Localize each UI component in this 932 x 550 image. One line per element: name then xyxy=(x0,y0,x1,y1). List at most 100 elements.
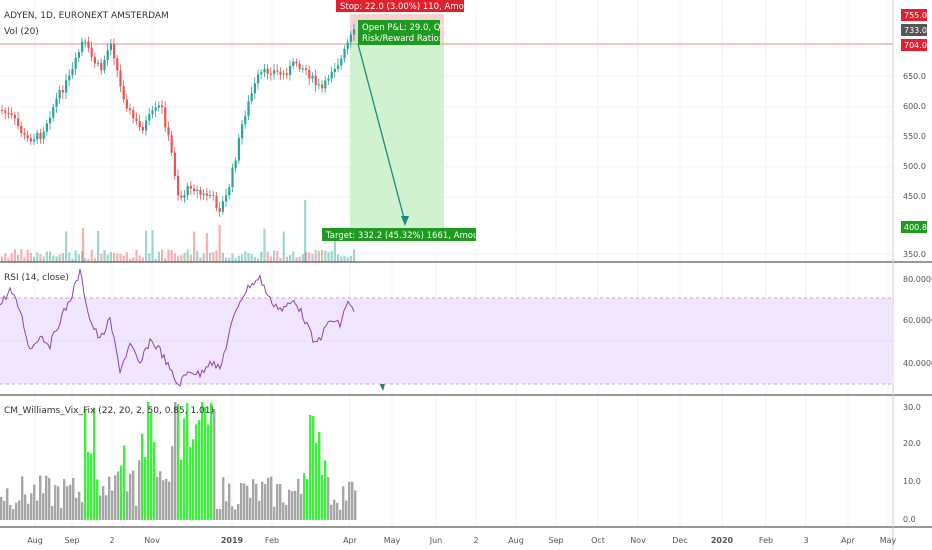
vix-bar xyxy=(336,502,339,520)
candle xyxy=(132,110,135,119)
vix-bar xyxy=(78,491,81,520)
volume-bar xyxy=(237,255,240,262)
vix-bar xyxy=(339,509,342,520)
volume-bar xyxy=(164,258,167,262)
volume-bar xyxy=(109,251,112,262)
vix-bar xyxy=(57,486,60,520)
candle xyxy=(58,90,61,99)
candle xyxy=(321,84,324,89)
vix-bar xyxy=(273,506,276,520)
volume-bar xyxy=(304,200,307,262)
vix-bar xyxy=(54,485,57,520)
vix-bar xyxy=(291,491,294,520)
candle xyxy=(260,72,263,75)
vix-tick: 20.0 xyxy=(903,439,921,448)
pnl-label-line2: Risk/Reward Ratio: 15.1 xyxy=(362,34,463,44)
price-badge-text: 400.8 xyxy=(904,223,927,232)
vix-bar xyxy=(93,407,96,520)
candle xyxy=(343,48,346,59)
candle xyxy=(106,50,109,61)
candle xyxy=(39,132,42,139)
vix-bar xyxy=(294,490,297,520)
candle xyxy=(33,139,36,142)
volume-bar xyxy=(285,256,288,262)
vix-bar xyxy=(318,432,321,520)
vix-bar xyxy=(321,474,324,520)
volume-bar xyxy=(81,251,84,262)
target-label: Target: 332.2 (45.32%) 1661, Amount: 465… xyxy=(325,231,522,241)
candle xyxy=(295,61,298,64)
candle xyxy=(36,132,39,140)
vix-bar xyxy=(285,504,288,520)
candle xyxy=(135,118,138,121)
candle xyxy=(84,41,87,43)
candle xyxy=(177,176,180,196)
vix-bar xyxy=(282,502,285,520)
vix-tick: 10.0 xyxy=(903,477,921,486)
price-tick: 450.0 xyxy=(903,192,926,201)
volume-bar xyxy=(241,254,244,262)
vix-bar xyxy=(177,404,180,520)
volume-bar xyxy=(29,252,32,262)
candle xyxy=(285,73,288,76)
volume-bar xyxy=(199,257,202,262)
candle xyxy=(298,63,301,69)
volume-bar xyxy=(273,250,276,262)
vix-bar xyxy=(33,484,36,520)
volume-bar xyxy=(45,251,48,262)
vix-bar xyxy=(258,500,261,520)
time-tick: Nov xyxy=(144,536,160,545)
candle xyxy=(55,98,58,107)
candle xyxy=(90,47,93,57)
vix-bar xyxy=(240,483,243,520)
vix-bar xyxy=(126,491,129,520)
candle xyxy=(61,90,64,93)
price-badge-text: 733.0 xyxy=(904,26,927,35)
vix-axis: 30.0 20.0 10.0 0.0 xyxy=(903,403,921,524)
candle xyxy=(209,194,212,196)
vix-bar xyxy=(333,499,336,520)
volume-bar xyxy=(154,258,157,262)
vix-bar xyxy=(276,484,279,520)
vix-bar xyxy=(42,493,45,520)
time-tick: Apr xyxy=(841,536,856,545)
volume-bar xyxy=(58,254,61,262)
volume-bar xyxy=(125,252,128,262)
volume-bar xyxy=(282,231,285,262)
volume-bar xyxy=(257,258,260,262)
time-tick: May xyxy=(384,536,401,545)
candle xyxy=(103,60,106,71)
vix-bar xyxy=(0,496,3,520)
volume-bar xyxy=(132,257,135,262)
time-tick: Jun xyxy=(429,536,443,545)
volume-bar xyxy=(298,256,301,262)
candle xyxy=(340,58,343,66)
vix-bar xyxy=(237,504,240,520)
candle xyxy=(116,58,119,71)
volume-bar xyxy=(343,256,346,262)
vix-bar xyxy=(153,441,156,520)
candle xyxy=(119,70,122,87)
candle xyxy=(13,114,16,119)
vix-bar xyxy=(210,402,213,520)
volume-bar xyxy=(349,255,352,262)
candle xyxy=(330,71,333,79)
price-badge xyxy=(901,39,927,51)
candle xyxy=(151,110,154,115)
time-tick: Sep xyxy=(64,536,79,545)
vix-bar xyxy=(183,418,186,520)
volume-bar xyxy=(189,254,192,262)
candle xyxy=(327,78,330,81)
candle xyxy=(253,83,256,94)
volume-bar xyxy=(145,230,148,262)
volume-bar xyxy=(253,256,256,262)
volume-bar xyxy=(202,253,205,262)
candle xyxy=(45,123,48,132)
symbol-title: ADYEN, 1D, EURONEXT AMSTERDAM xyxy=(4,11,169,21)
vix-bar xyxy=(246,485,249,520)
vix-bar xyxy=(234,509,237,520)
vix-bar xyxy=(120,465,123,520)
candle xyxy=(276,70,279,72)
volume-bar xyxy=(263,228,266,262)
